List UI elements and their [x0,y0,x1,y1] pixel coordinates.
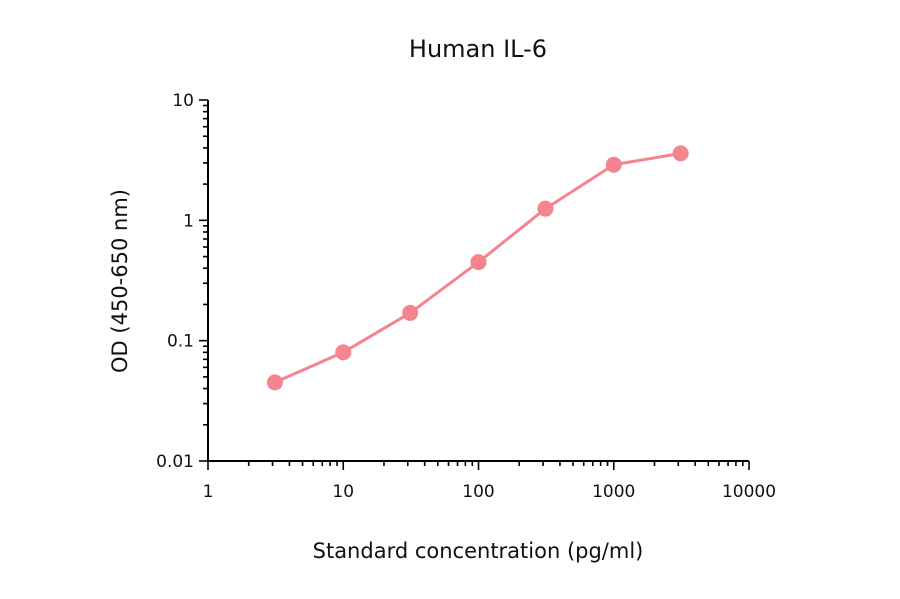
data-point [672,145,689,162]
data-point [335,344,352,361]
y-tick-label: 0.01 [156,452,194,472]
x-tick-label: 1 [203,482,214,502]
data-point [470,254,487,271]
x-tick-label: 10 [332,482,354,502]
y-tick-label: 0.1 [167,332,194,352]
data-point [605,156,622,173]
plot-area [266,145,689,391]
x-tick-label: 10000 [722,482,776,502]
data-point [402,304,419,321]
y-tick-label: 1 [183,211,194,231]
data-point [537,200,554,217]
x-tick-label: 100 [462,482,494,502]
axes: 1 10 100 1000 10000 0.01 0.1 1 10 [156,91,776,502]
y-tick-label: 10 [172,91,194,111]
chart-title: Human IL-6 [409,35,547,63]
x-tick-label: 1000 [592,482,635,502]
data-point [266,374,283,391]
y-axis-title: OD (450-650 nm) [108,189,132,373]
x-axis-title: Standard concentration (pg/ml) [313,539,644,563]
